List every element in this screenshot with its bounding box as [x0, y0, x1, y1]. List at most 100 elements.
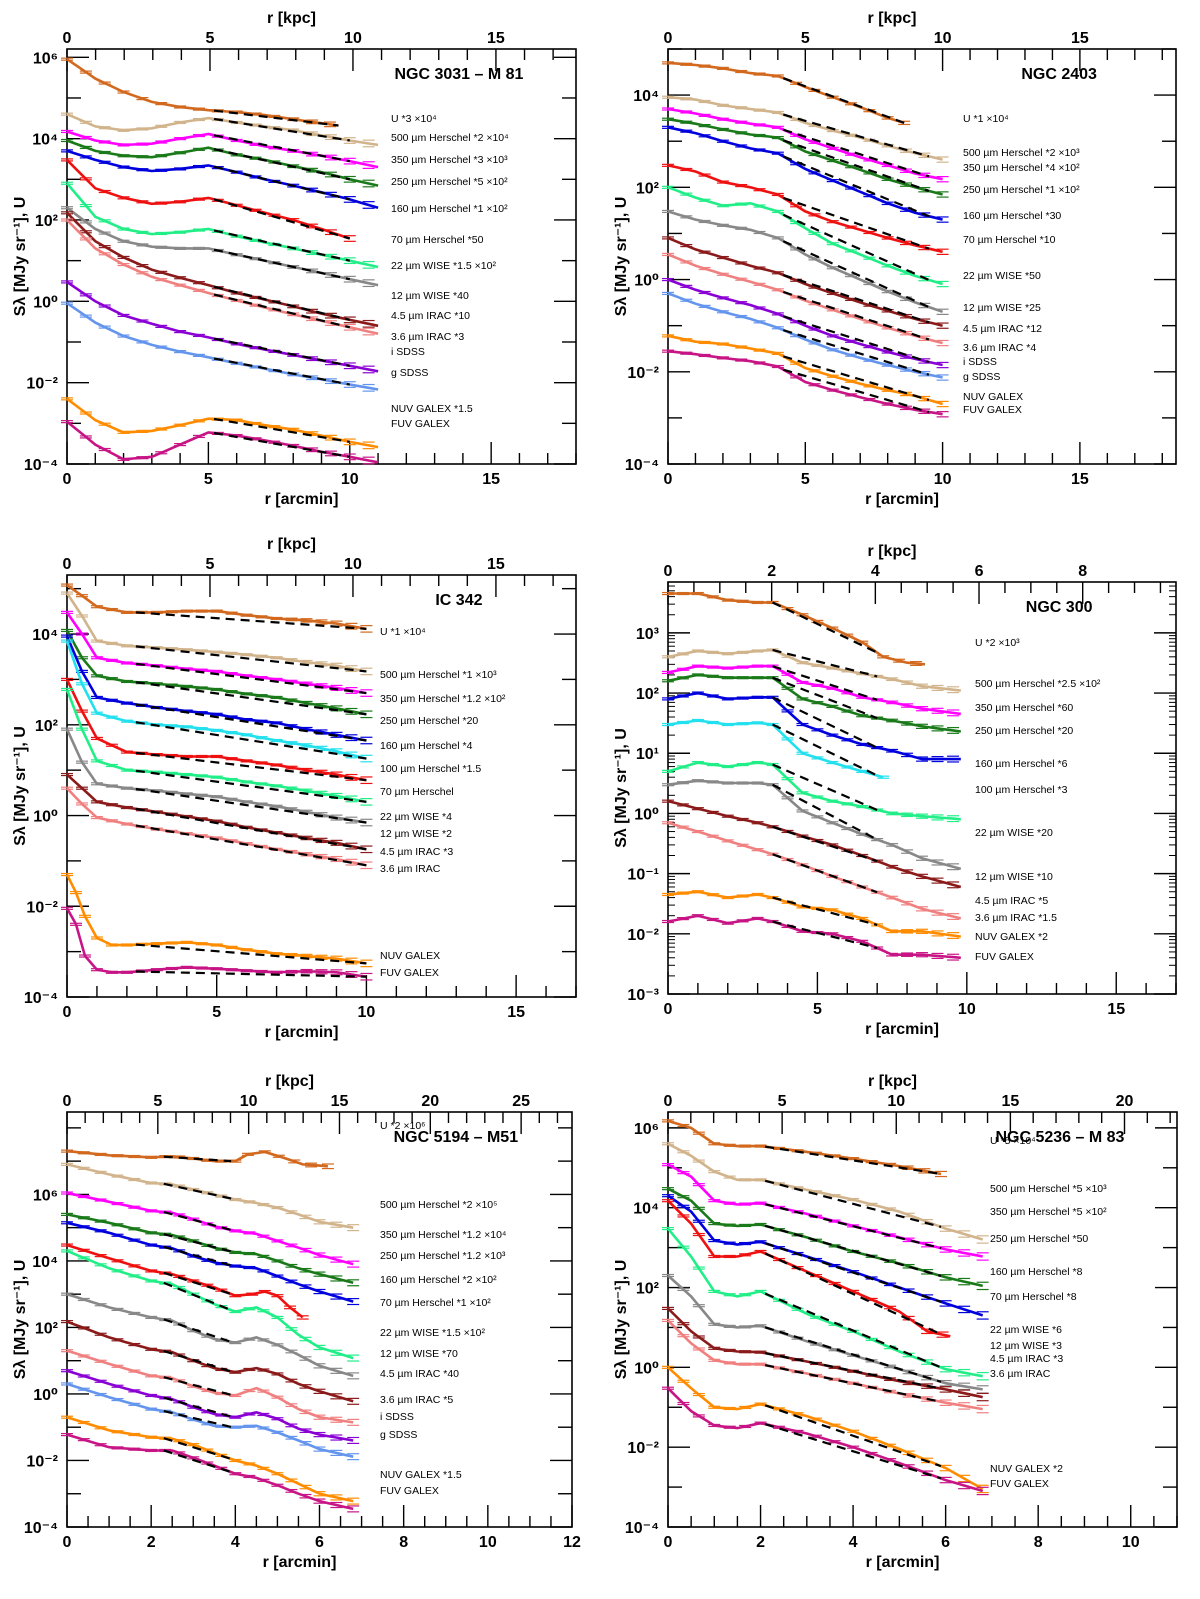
legend-label: U *3 ×10⁴	[391, 113, 437, 125]
legend-label: 160 µm Herschel *4	[380, 740, 473, 752]
x-tick-label: 0	[664, 1534, 673, 1551]
series-2	[662, 1163, 989, 1261]
legend-label: U *5 ×10⁴	[990, 1135, 1036, 1147]
legend-label: NUV GALEX *1.5	[380, 1469, 462, 1481]
series-0	[662, 61, 911, 126]
x-tick-label: 2	[756, 1534, 765, 1551]
exponential-fit	[782, 213, 930, 281]
exponential-fit	[772, 825, 878, 863]
legend-label: 70 µm Herschel *8	[990, 1291, 1077, 1303]
exponential-fit	[783, 113, 930, 158]
profile-line	[667, 278, 943, 367]
legend-label: g SDSS	[391, 367, 428, 379]
series-0	[61, 1149, 334, 1170]
exponential-fit	[163, 1271, 232, 1296]
y-tick-label: 10⁻²	[627, 927, 659, 944]
plot-frame	[66, 1111, 573, 1528]
x-axis-title: r [arcmin]	[265, 1024, 339, 1041]
x-axis-title: r [arcmin]	[866, 1554, 940, 1571]
exponential-fit	[135, 787, 367, 824]
exponential-fit	[135, 645, 367, 673]
y-tick-label: 10⁰	[634, 1360, 659, 1377]
series-1	[61, 1162, 360, 1232]
x-tick-label: 10	[341, 471, 359, 488]
profile-line	[667, 890, 961, 938]
legend-label: 500 µm Herschel *2.5 ×10²	[975, 678, 1101, 690]
legend-label: 3.6 µm IRAC	[380, 863, 441, 875]
legend-label: FUV GALEX	[963, 404, 1022, 416]
series-7	[61, 1292, 360, 1380]
series-10	[61, 786, 373, 870]
exponential-fit	[213, 148, 351, 181]
series-0	[61, 57, 339, 128]
y-tick-label: 10²	[636, 686, 659, 703]
x2-tick-label: 15	[487, 556, 505, 573]
legend-label: i SDSS	[380, 1411, 414, 1423]
series-5	[662, 1199, 951, 1338]
legend-label: 4.5 µm IRAC *5	[975, 895, 1048, 907]
series-6	[662, 185, 949, 288]
series-2	[61, 129, 379, 169]
profile-line	[66, 1382, 354, 1458]
exponential-fit	[782, 274, 930, 324]
x2-tick-label: 10	[887, 1093, 905, 1110]
exponential-fit	[135, 611, 367, 630]
exponential-fit	[772, 853, 878, 894]
series-12	[61, 397, 379, 450]
panel-ngc2403: 0 5 10 15 0 5 10 15 10⁻⁴ 10⁻² 10⁰ 10² 10⁴ r [arcmin] r…	[613, 10, 1177, 508]
y-tick-label: 10¹	[636, 746, 659, 763]
panel-title: NGC 3031 – M 81	[394, 66, 523, 83]
x2-tick-label: 4	[871, 563, 880, 580]
x-tick-label: 15	[1071, 471, 1089, 488]
y-tick-label: 10²	[35, 213, 58, 230]
y-tick-label: 10⁶	[33, 1187, 58, 1204]
x2-tick-label: 25	[512, 1093, 530, 1110]
series-8	[662, 799, 962, 889]
series-8	[662, 1306, 989, 1402]
y-axis-title: Sλ [MJy sr⁻¹], U	[12, 726, 29, 846]
legend-label: U *1 ×10⁴	[380, 626, 426, 638]
y-tick-label: 10²	[636, 1281, 659, 1298]
series-11	[61, 301, 379, 392]
exponential-fit	[782, 128, 930, 178]
x-tick-label: 5	[801, 471, 810, 488]
exponential-fit	[163, 1182, 232, 1200]
exponential-fit	[772, 601, 878, 654]
exponential-fit	[782, 155, 930, 218]
exponential-fit	[783, 368, 930, 414]
series-1	[662, 1142, 989, 1244]
legend-label: 12 µm WISE *10	[975, 871, 1053, 883]
exponential-fit	[163, 1376, 232, 1396]
y-tick-label: 10⁴	[633, 88, 659, 105]
legend-label: 12 µm WISE *25	[963, 302, 1041, 314]
y-tick-label: 10⁶	[634, 1121, 659, 1138]
series-1	[662, 648, 961, 694]
exponential-fit	[782, 139, 930, 192]
x-tick-label: 10	[958, 1001, 976, 1018]
series-3	[662, 1187, 989, 1291]
x2-tick-label: 15	[1001, 1093, 1019, 1110]
series-8	[662, 236, 949, 329]
legend-label: NUV GALEX	[380, 950, 440, 962]
exponential-fit	[135, 807, 367, 851]
legend-label: 350 µm Herschel *4 ×10²	[963, 162, 1080, 174]
x2-tick-label: 0	[63, 556, 72, 573]
legend-label: 500 µm Herschel *5 ×10³	[990, 1183, 1107, 1195]
series-9	[662, 821, 962, 921]
exponential-fit	[764, 1326, 942, 1383]
profile-line	[66, 1221, 354, 1303]
x2-tick-label: 10	[240, 1093, 258, 1110]
y-tick-label: 10⁴	[32, 132, 58, 149]
exponential-fit	[772, 676, 878, 720]
legend-label: 22 µm WISE *4	[380, 811, 452, 823]
series-8	[61, 211, 379, 328]
x-axis-title: r [arcmin]	[865, 491, 939, 508]
series-7	[662, 209, 949, 315]
legend-label: FUV GALEX	[391, 418, 450, 430]
series-11	[61, 872, 373, 968]
series-3	[61, 628, 373, 719]
legend-label: 100 µm Herschel *1.5	[380, 763, 481, 775]
series-1	[662, 95, 949, 163]
legend-label: 250 µm Herschel *20	[380, 715, 478, 727]
